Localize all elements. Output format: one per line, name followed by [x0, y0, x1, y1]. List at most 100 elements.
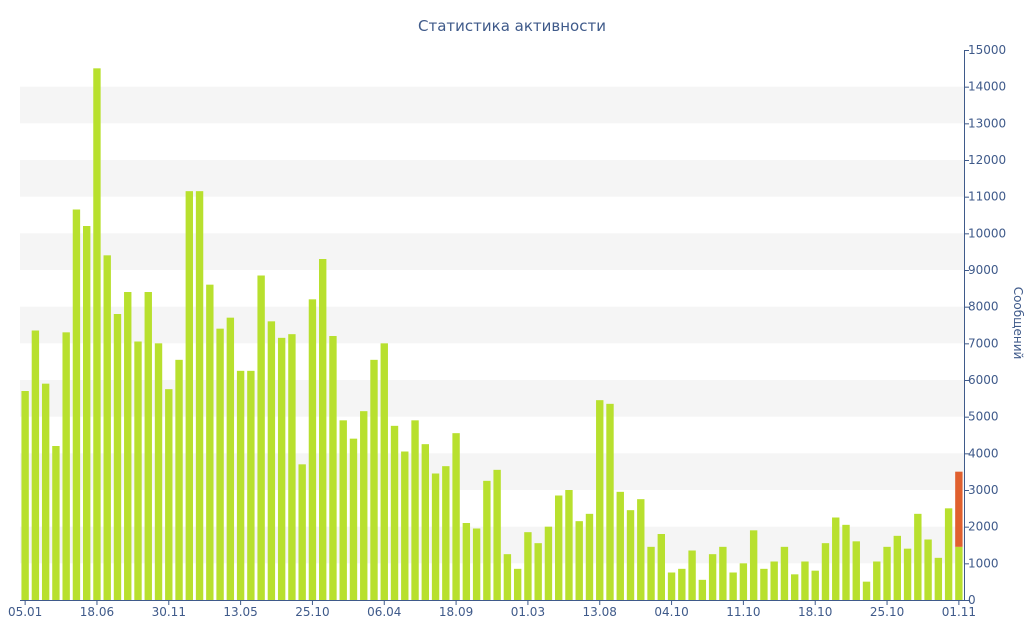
bar: [596, 400, 604, 600]
y-tick-label: 8000: [968, 300, 999, 314]
bar-highlight: [955, 471, 963, 547]
bar: [175, 359, 183, 600]
bar: [195, 191, 204, 600]
bar: [585, 513, 594, 600]
y-tick-label: 13000: [968, 116, 1006, 130]
bar: [62, 332, 70, 600]
bar: [893, 535, 901, 600]
bar: [288, 334, 296, 600]
y-tick-label: 4000: [968, 446, 999, 460]
bar: [626, 510, 635, 600]
bar: [791, 574, 799, 600]
x-tick-label: 13.05: [223, 605, 257, 619]
bar: [924, 539, 932, 600]
y-tick-labels: 0 1000 2000 3000 4000 5000 6000 7000 8000 9000 100…: [968, 43, 1006, 607]
bar: [544, 526, 553, 600]
bar: [41, 383, 50, 600]
bar: [944, 508, 953, 600]
bar: [862, 581, 871, 600]
bar: [883, 546, 891, 600]
x-tick-label: 25.10: [870, 605, 904, 619]
bar: [103, 255, 111, 601]
bar: [770, 561, 778, 600]
y-tick-label: 14000: [968, 80, 1006, 94]
grid-band: [20, 160, 964, 197]
bar: [72, 209, 81, 600]
x-tick-label: 11.10: [726, 605, 760, 619]
bar: [93, 68, 101, 601]
bar: [185, 191, 193, 600]
bar: [698, 579, 707, 600]
y-tick-label: 7000: [968, 336, 999, 350]
bar: [534, 543, 542, 600]
bar: [688, 550, 696, 600]
x-tick-labels: 05.01 18.06 30.11 13.05 25.10 06.04 18.09 01.03…: [8, 605, 976, 619]
bar: [154, 343, 163, 600]
bar: [832, 517, 840, 600]
bar: [206, 284, 214, 600]
bar: [606, 403, 614, 600]
x-tick-label: 04.10: [654, 605, 688, 619]
grid-band: [20, 86, 964, 124]
bar: [319, 259, 327, 600]
x-tick-label: 01.03: [511, 605, 545, 619]
axes: [20, 50, 969, 605]
bar: [390, 425, 399, 600]
bar: [708, 554, 717, 600]
bar: [739, 563, 748, 600]
bar: [637, 499, 645, 600]
bar: [113, 314, 122, 600]
y-tick-label: 0: [968, 593, 976, 607]
bar: [821, 543, 830, 600]
y-tick-label: 11000: [968, 190, 1006, 204]
bar: [719, 546, 727, 600]
bar: [565, 490, 573, 600]
bar: [236, 370, 245, 600]
bar: [216, 328, 224, 600]
bar: [31, 330, 40, 600]
bar: [257, 275, 265, 600]
bar: [780, 546, 789, 600]
bar: [729, 572, 737, 600]
bar: [277, 337, 286, 600]
bar-series: [21, 68, 963, 601]
x-tick-label: 18.10: [798, 605, 832, 619]
bar: [308, 299, 317, 600]
bar: [575, 521, 583, 600]
bar: [134, 341, 142, 600]
bar: [267, 321, 276, 600]
x-tick-label: 05.01: [8, 605, 42, 619]
grid-band: [20, 306, 964, 344]
bar: [21, 391, 29, 600]
bar: [226, 317, 235, 600]
y-tick-label: 15000: [968, 43, 1006, 57]
x-tick-label: 13.08: [583, 605, 617, 619]
bar: [555, 495, 563, 600]
bar: [124, 292, 132, 600]
y-tick-label: 1000: [968, 556, 999, 570]
bar: [462, 523, 471, 600]
bar: [360, 411, 368, 600]
bar: [247, 370, 255, 600]
y-tick-label: 3000: [968, 483, 999, 497]
bar: [370, 359, 378, 600]
y-tick-label: 2000: [968, 520, 999, 534]
y-axis-label: Сообщений: [1011, 287, 1024, 360]
bar: [667, 572, 676, 600]
bar: [144, 292, 152, 600]
bar: [349, 438, 358, 600]
grid-bands: [20, 86, 964, 564]
bar: [411, 420, 419, 600]
bar: [442, 466, 450, 600]
bar: [749, 530, 758, 600]
y-tick-label: 5000: [968, 410, 999, 424]
bar: [421, 444, 429, 600]
bar: [401, 451, 409, 600]
bar: [914, 513, 922, 600]
y-tick-label: 6000: [968, 373, 999, 387]
bar: [678, 568, 686, 600]
bar: [616, 491, 624, 600]
bar: [165, 389, 173, 600]
bar: [811, 570, 819, 600]
